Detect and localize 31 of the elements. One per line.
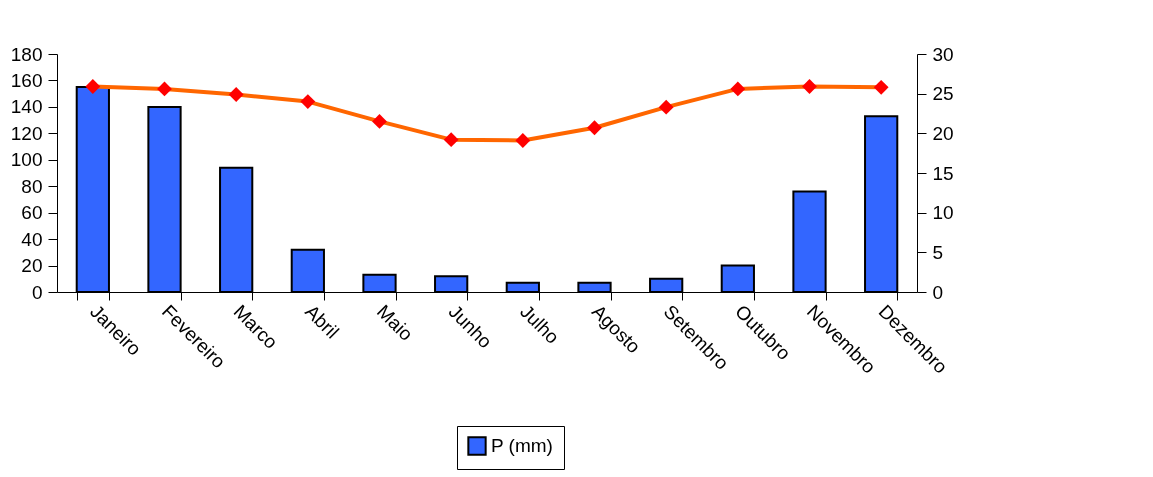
point [228,87,244,102]
point [443,132,459,148]
point [157,81,172,97]
y2-tick-label: 30 [932,43,954,65]
y-tick-label: 40 [21,228,43,250]
y-tick-label: 160 [10,69,43,91]
point [372,114,387,129]
x-tick-label: Abril [301,300,343,343]
point [658,99,674,115]
y2-tick-label: 25 [932,83,954,105]
y-tick-label: 0 [31,281,43,303]
point [802,79,817,94]
point [730,81,746,97]
y-tick-label: 60 [21,202,43,224]
y2-tick-label: 5 [932,241,944,263]
legend-label: P (mm) [491,435,553,456]
y-tick-label: 180 [10,43,43,65]
y-tick-label: 140 [10,96,43,118]
point [85,79,101,94]
y2-tick-label: 0 [932,281,944,303]
y2-tick-label: 10 [932,202,954,224]
y-tick-label: 80 [21,175,43,197]
y2-tick-label: 20 [932,122,954,144]
y-tick-label: 120 [10,122,43,144]
y-tick-label: 100 [10,149,43,171]
point [873,79,889,95]
y-tick-label: 20 [21,255,43,277]
point [515,133,531,148]
point [587,120,602,136]
point [300,94,316,110]
y2-tick-label: 15 [932,162,954,184]
